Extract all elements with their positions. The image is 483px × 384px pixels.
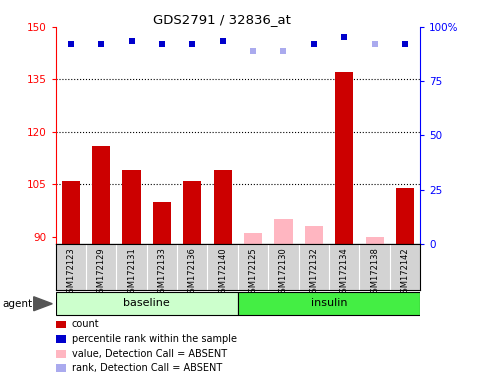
Text: GSM172136: GSM172136 — [188, 247, 197, 298]
Text: GSM172125: GSM172125 — [249, 247, 257, 298]
Point — [97, 41, 105, 48]
Bar — [238, 292, 420, 316]
Text: rank, Detection Call = ABSENT: rank, Detection Call = ABSENT — [72, 363, 222, 373]
Text: GSM172142: GSM172142 — [400, 247, 410, 298]
Bar — [56, 292, 238, 316]
Text: GSM172133: GSM172133 — [157, 247, 167, 298]
Text: GSM172129: GSM172129 — [97, 247, 106, 298]
Bar — [305, 226, 323, 244]
Point — [67, 41, 74, 48]
Point — [249, 48, 257, 55]
Text: GSM172140: GSM172140 — [218, 247, 227, 298]
Text: GDS2791 / 32836_at: GDS2791 / 32836_at — [153, 13, 291, 26]
Bar — [92, 146, 110, 244]
Point — [219, 38, 227, 44]
Point — [128, 38, 135, 44]
Bar — [335, 72, 354, 244]
Point — [280, 48, 287, 55]
Text: GSM172130: GSM172130 — [279, 247, 288, 298]
Point — [158, 41, 166, 48]
Bar — [244, 233, 262, 244]
Text: GSM172123: GSM172123 — [66, 247, 75, 298]
Text: percentile rank within the sample: percentile rank within the sample — [72, 334, 237, 344]
Point — [341, 34, 348, 40]
Bar — [122, 170, 141, 244]
Text: insulin: insulin — [311, 298, 347, 308]
Point — [310, 41, 318, 48]
Text: agent: agent — [2, 299, 32, 309]
Text: GSM172138: GSM172138 — [370, 247, 379, 298]
Text: GSM172132: GSM172132 — [309, 247, 318, 298]
Text: baseline: baseline — [123, 298, 170, 308]
Point — [371, 41, 379, 48]
Point — [188, 41, 196, 48]
Text: value, Detection Call = ABSENT: value, Detection Call = ABSENT — [72, 349, 227, 359]
Bar — [183, 181, 201, 244]
Point — [401, 41, 409, 48]
Bar — [153, 202, 171, 244]
Bar — [62, 181, 80, 244]
Bar — [213, 170, 232, 244]
Bar — [274, 219, 293, 244]
Bar — [366, 237, 384, 244]
Text: GSM172134: GSM172134 — [340, 247, 349, 298]
Text: GSM172131: GSM172131 — [127, 247, 136, 298]
Text: count: count — [72, 319, 99, 329]
Bar — [396, 188, 414, 244]
Polygon shape — [34, 297, 52, 311]
